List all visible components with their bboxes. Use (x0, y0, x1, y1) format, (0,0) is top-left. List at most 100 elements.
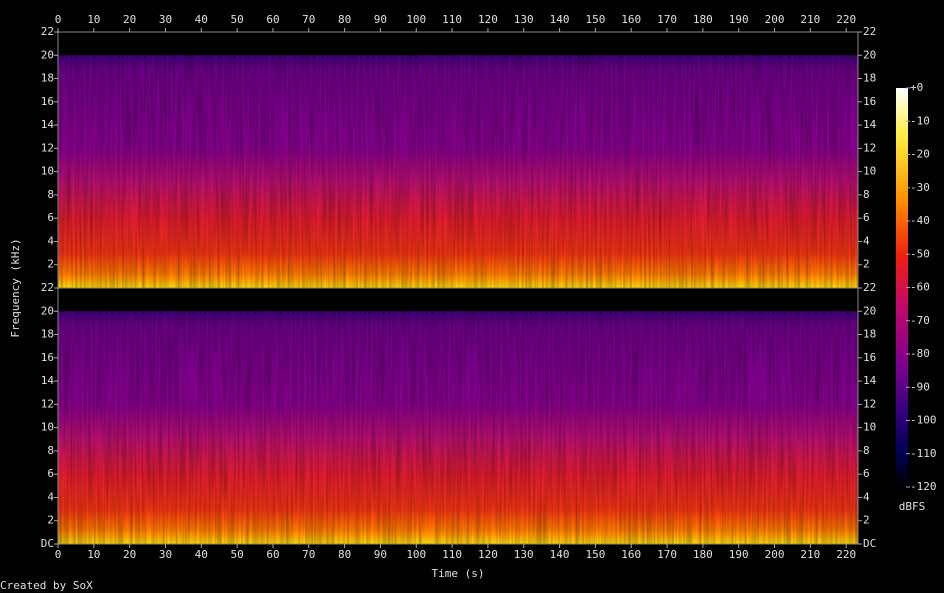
colorbar-tick-label: -100 (910, 414, 937, 427)
x-tick-label: 190 (729, 548, 749, 561)
y-tick-label: 12 (41, 141, 54, 154)
x-tick-label: 50 (231, 548, 244, 561)
x-tick-label: 0 (55, 548, 62, 561)
y-tick-label-right: 8 (863, 444, 870, 457)
x-tick-label-top: 130 (514, 13, 534, 26)
x-tick-label-top: 160 (621, 13, 641, 26)
x-tick-label: 170 (657, 548, 677, 561)
x-tick-label-top: 190 (729, 13, 749, 26)
x-tick-label-top: 90 (374, 13, 387, 26)
colorbar-tick-label: -30 (910, 181, 930, 194)
x-tick-label: 100 (406, 548, 426, 561)
x-tick-label-top: 20 (123, 13, 136, 26)
x-tick-label-top: 10 (87, 13, 100, 26)
y-tick-label-right: DC (863, 537, 876, 550)
colorbar-tick-label: -10 (910, 114, 930, 127)
y-tick-label-right: 14 (863, 118, 877, 131)
x-tick-label: 200 (765, 548, 785, 561)
x-tick-label-top: 220 (836, 13, 856, 26)
y-tick-label: 14 (41, 374, 55, 387)
y-tick-label: 4 (47, 234, 54, 247)
y-tick-label: 2 (47, 258, 54, 271)
colorbar (896, 88, 908, 487)
colorbar-tick-label: -80 (910, 347, 930, 360)
x-tick-label: 150 (585, 548, 605, 561)
x-tick-label-top: 210 (800, 13, 820, 26)
y-tick-label-right: 4 (863, 234, 870, 247)
x-tick-label-top: 110 (442, 13, 462, 26)
x-tick-label: 80 (338, 548, 351, 561)
x-tick-label-top: 30 (159, 13, 172, 26)
y-tick-label-right: 12 (863, 397, 876, 410)
x-tick-label: 60 (266, 548, 279, 561)
x-tick-label: 90 (374, 548, 387, 561)
x-tick-label: 160 (621, 548, 641, 561)
x-tick-label-top: 70 (302, 13, 315, 26)
colorbar-tick-label: -20 (910, 148, 930, 161)
y-tick-label: 22 (41, 281, 54, 294)
y-tick-label-right: 10 (863, 165, 876, 178)
x-tick-label: 40 (195, 548, 208, 561)
x-tick-label-top: 60 (266, 13, 279, 26)
y-tick-label: 22 (41, 25, 54, 38)
y-tick-label-right: 6 (863, 467, 870, 480)
x-tick-label-top: 40 (195, 13, 208, 26)
x-tick-label-top: 140 (550, 13, 570, 26)
y-tick-label: 16 (41, 95, 54, 108)
colorbar-tick-label: -50 (910, 247, 930, 260)
x-tick-label: 130 (514, 548, 534, 561)
y-tick-label: 10 (41, 421, 54, 434)
y-tick-label-right: 22 (863, 281, 876, 294)
colorbar-tick-label: -40 (910, 214, 930, 227)
y-tick-label-right: 20 (863, 48, 876, 61)
y-tick-label: 8 (47, 188, 54, 201)
y-axis-label: Frequency (kHz) (9, 238, 22, 337)
y-tick-label: 2 (47, 514, 54, 527)
colorbar-tick-label: +0 (910, 81, 923, 94)
colorbar-tick-label: -60 (910, 281, 930, 294)
y-tick-label: 18 (41, 72, 54, 85)
plot-frame (57, 287, 859, 545)
colorbar-label: dBFS (899, 500, 926, 513)
y-tick-label-right: 12 (863, 141, 876, 154)
y-tick-label-right: 16 (863, 95, 876, 108)
x-tick-label-top: 100 (406, 13, 426, 26)
y-tick-label-right: 14 (863, 374, 877, 387)
y-tick-label: 20 (41, 48, 54, 61)
y-tick-label-right: 10 (863, 421, 876, 434)
colorbar-tick-label: -70 (910, 314, 930, 327)
y-tick-label-right: 18 (863, 72, 876, 85)
x-tick-label: 70 (302, 548, 315, 561)
y-tick-label: 14 (41, 118, 55, 131)
y-tick-label-right: 18 (863, 328, 876, 341)
x-tick-label-top: 180 (693, 13, 713, 26)
x-axis-label: Time (s) (432, 567, 485, 580)
x-tick-label-top: 0 (55, 13, 62, 26)
x-tick-label: 220 (836, 548, 856, 561)
x-tick-label: 110 (442, 548, 462, 561)
y-tick-label: 4 (47, 490, 54, 503)
y-tick-label: 16 (41, 351, 54, 364)
x-tick-label-top: 200 (765, 13, 785, 26)
y-tick-label-right: 2 (863, 258, 870, 271)
x-tick-label: 210 (800, 548, 820, 561)
y-tick-label: 8 (47, 444, 54, 457)
y-tick-label-right: 20 (863, 304, 876, 317)
y-tick-label: 18 (41, 328, 54, 341)
x-tick-label: 140 (550, 548, 570, 561)
footer: Created by SoX (0, 579, 93, 592)
x-tick-label-top: 150 (585, 13, 605, 26)
y-tick-label-right: 8 (863, 188, 870, 201)
spectrum-texture (58, 311, 858, 544)
colorbar-tick-label: -120 (910, 480, 937, 493)
x-tick-label-top: 80 (338, 13, 351, 26)
colorbar-tick-label: -110 (910, 447, 937, 460)
y-tick-label-right: 2 (863, 514, 870, 527)
y-tick-label: 6 (47, 211, 54, 224)
y-tick-label: 10 (41, 165, 54, 178)
y-tick-label: 6 (47, 467, 54, 480)
colorbar-tick-label: -90 (910, 380, 930, 393)
x-tick-label: 120 (478, 548, 498, 561)
x-tick-label-top: 120 (478, 13, 498, 26)
